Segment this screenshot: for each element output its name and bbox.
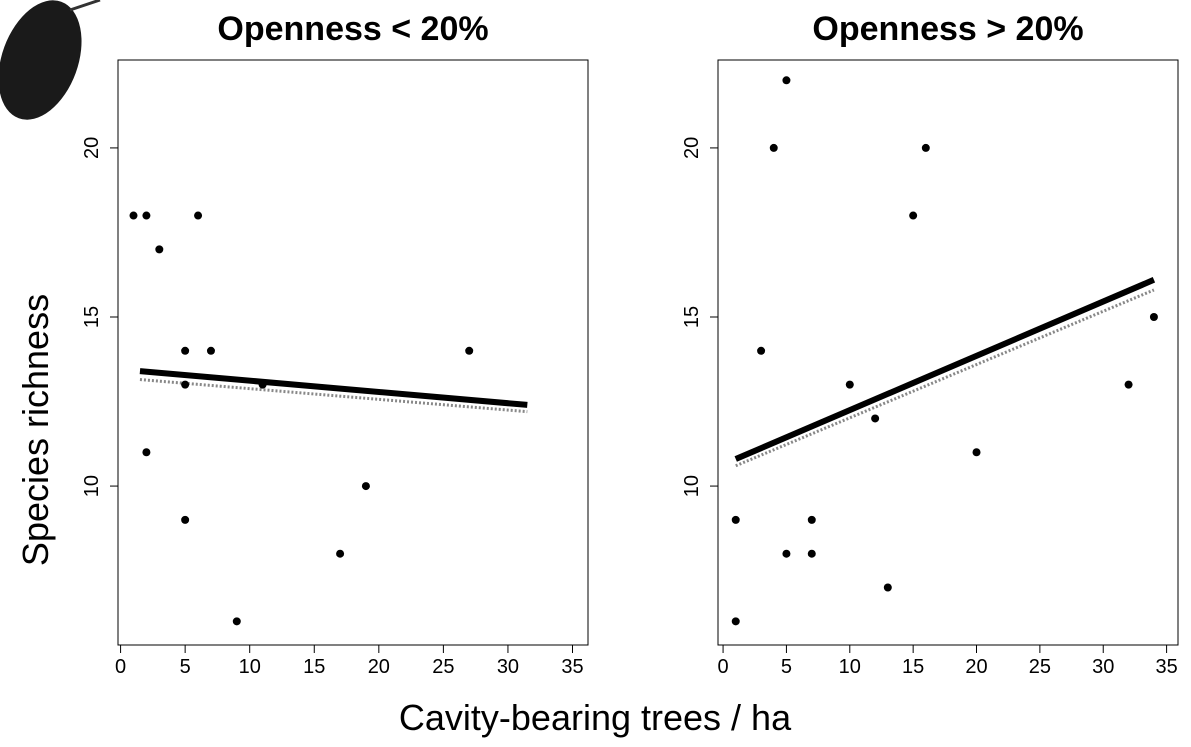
data-point [972,448,981,457]
x-axis-label: Cavity-bearing trees / ha [399,697,792,738]
x-tick-label: 0 [718,656,729,678]
data-point [731,515,740,524]
fit-band [139,378,528,414]
x-tick-label: 15 [303,656,325,678]
x-tick-label: 25 [1029,656,1051,678]
x-tick-label: 20 [965,656,987,678]
x-tick-label: 25 [432,656,454,678]
x-tick-label: 35 [1155,656,1177,678]
panel-title: Openness > 20% [812,10,1083,48]
data-point [769,143,778,152]
plot-frame [717,59,1179,646]
data-point [782,549,791,558]
data-point [807,515,816,524]
y-tick-label: 10 [81,475,103,497]
x-tick-label: 10 [239,656,261,678]
fit-band [735,288,1155,468]
data-point [142,211,151,220]
data-point [155,245,164,254]
data-point [1124,380,1133,389]
y-tick-label: 15 [681,306,703,328]
x-tick-label: 5 [180,656,191,678]
beetle-icon [0,0,101,120]
x-tick-label: 35 [561,656,583,678]
data-point [883,583,892,592]
fit-line [734,277,1156,462]
data-point [129,211,138,220]
fit-line [139,368,528,408]
data-point [206,346,215,355]
data-point [465,346,474,355]
data-point [361,482,370,491]
data-point [731,617,740,626]
data-point [181,515,190,524]
x-tick-label: 30 [497,656,519,678]
x-tick-label: 15 [902,656,924,678]
data-point [782,76,791,85]
data-point [336,549,345,558]
data-point [181,346,190,355]
data-point [142,448,151,457]
data-point [1149,312,1158,321]
x-tick-label: 0 [115,656,126,678]
data-point [807,549,816,558]
data-point [181,380,190,389]
data-point [871,414,880,423]
panel-title: Openness < 20% [217,10,488,48]
x-tick-label: 20 [368,656,390,678]
x-tick-label: 10 [839,656,861,678]
data-point [258,380,267,389]
data-point [757,346,766,355]
y-tick-label: 20 [81,137,103,159]
y-tick-label: 15 [81,306,103,328]
data-point [909,211,918,220]
plot-frame [117,59,589,646]
y-axis-label: Species richness [15,294,56,566]
x-tick-label: 5 [781,656,792,678]
y-tick-label: 10 [681,475,703,497]
data-point [194,211,203,220]
x-tick-label: 30 [1092,656,1114,678]
data-point [845,380,854,389]
y-tick-label: 20 [681,137,703,159]
data-point [232,617,241,626]
data-point [921,143,930,152]
